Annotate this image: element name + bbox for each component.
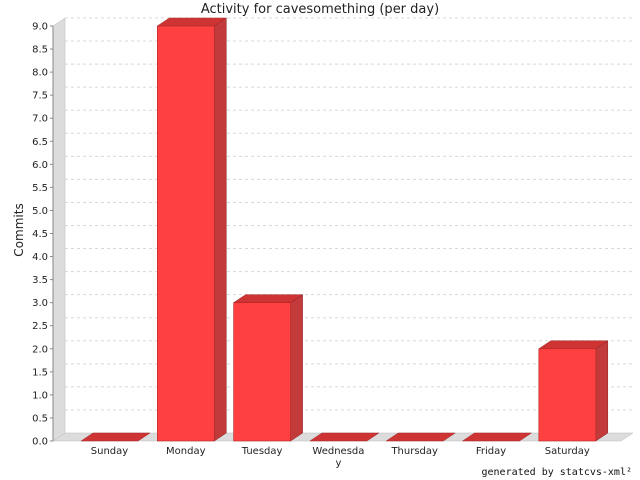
x-tick-label-line: Tuesday [241, 446, 283, 457]
bar-tuesday [232, 294, 304, 442]
bar-wednesday [309, 432, 380, 442]
plot-side-wall [52, 17, 66, 442]
x-tick-label: Friday [476, 446, 506, 457]
y-tick-label: 1.0 [32, 390, 48, 401]
y-tick-label: 4.5 [32, 229, 48, 240]
bar-monday [156, 17, 228, 442]
bar-front-face [157, 25, 215, 442]
bar-top-face [80, 432, 151, 442]
bar-front-face [233, 302, 291, 442]
y-tick-label: 4.0 [32, 252, 48, 263]
y-axis-label: Commits [12, 203, 26, 256]
x-tick-label: Thursday [390, 446, 438, 457]
x-tick-label-line: Friday [476, 446, 506, 457]
bar-front-face [538, 348, 597, 442]
x-tick-label-line: Monday [166, 446, 206, 457]
x-tick-label-line: Saturday [545, 446, 590, 457]
y-tick-label: 3.5 [32, 275, 48, 286]
bar-thursday [385, 432, 457, 442]
bar-side-face [595, 340, 609, 442]
bar-side-face [290, 294, 303, 442]
y-tick-label: 9.0 [32, 22, 48, 33]
y-tick-label: 2.5 [32, 321, 48, 332]
x-tick-label-line: y [335, 458, 341, 469]
x-tick-label: Tuesday [241, 446, 283, 457]
y-tick-label: 8.5 [32, 45, 48, 56]
grid-lines [65, 17, 633, 411]
bar-friday [461, 432, 533, 442]
y-tick-label: 8.0 [32, 68, 48, 79]
bar-sunday [80, 432, 151, 442]
x-axis: Sunday Monday Tuesday Wednesda y Thursday Frid… [91, 446, 590, 469]
bar-top-face [461, 432, 533, 442]
y-tick-label: 6.5 [32, 137, 48, 148]
bar-side-face [214, 17, 227, 442]
y-tick-label: 5.0 [32, 206, 48, 217]
bar-top-face [385, 432, 457, 442]
x-tick-label-line: Wednesda [312, 446, 364, 457]
y-tick-label: 7.0 [32, 114, 48, 125]
bar-top-face [309, 432, 380, 442]
bar-saturday [537, 340, 609, 442]
y-tick-label: 3.0 [32, 298, 48, 309]
x-tick-label-line: Thursday [390, 446, 438, 457]
x-tick-label: Wednesda y [312, 446, 364, 469]
y-tick-label: 6.0 [32, 160, 48, 171]
y-tick-label: 0.5 [32, 413, 48, 424]
x-tick-label: Monday [166, 446, 206, 457]
bar-series [80, 17, 609, 442]
y-tick-label: 5.5 [32, 183, 48, 194]
chart-title: Activity for cavesomething (per day) [201, 2, 439, 17]
x-tick-label: Sunday [91, 446, 128, 457]
y-tick-label: 1.5 [32, 367, 48, 378]
y-tick-label: 7.5 [32, 91, 48, 102]
footer-credit: generated by statcvs-xml² [481, 467, 632, 478]
y-tick-label: 0.0 [32, 437, 48, 448]
y-axis: 0.0 0.5 1.0 1.5 2.0 2.5 3.0 3.5 4.0 4.5 5.0 5.5 6.0 6… [32, 22, 54, 448]
y-tick-label: 2.0 [32, 344, 48, 355]
x-tick-label: Saturday [545, 446, 590, 457]
x-tick-label-line: Sunday [91, 446, 128, 457]
